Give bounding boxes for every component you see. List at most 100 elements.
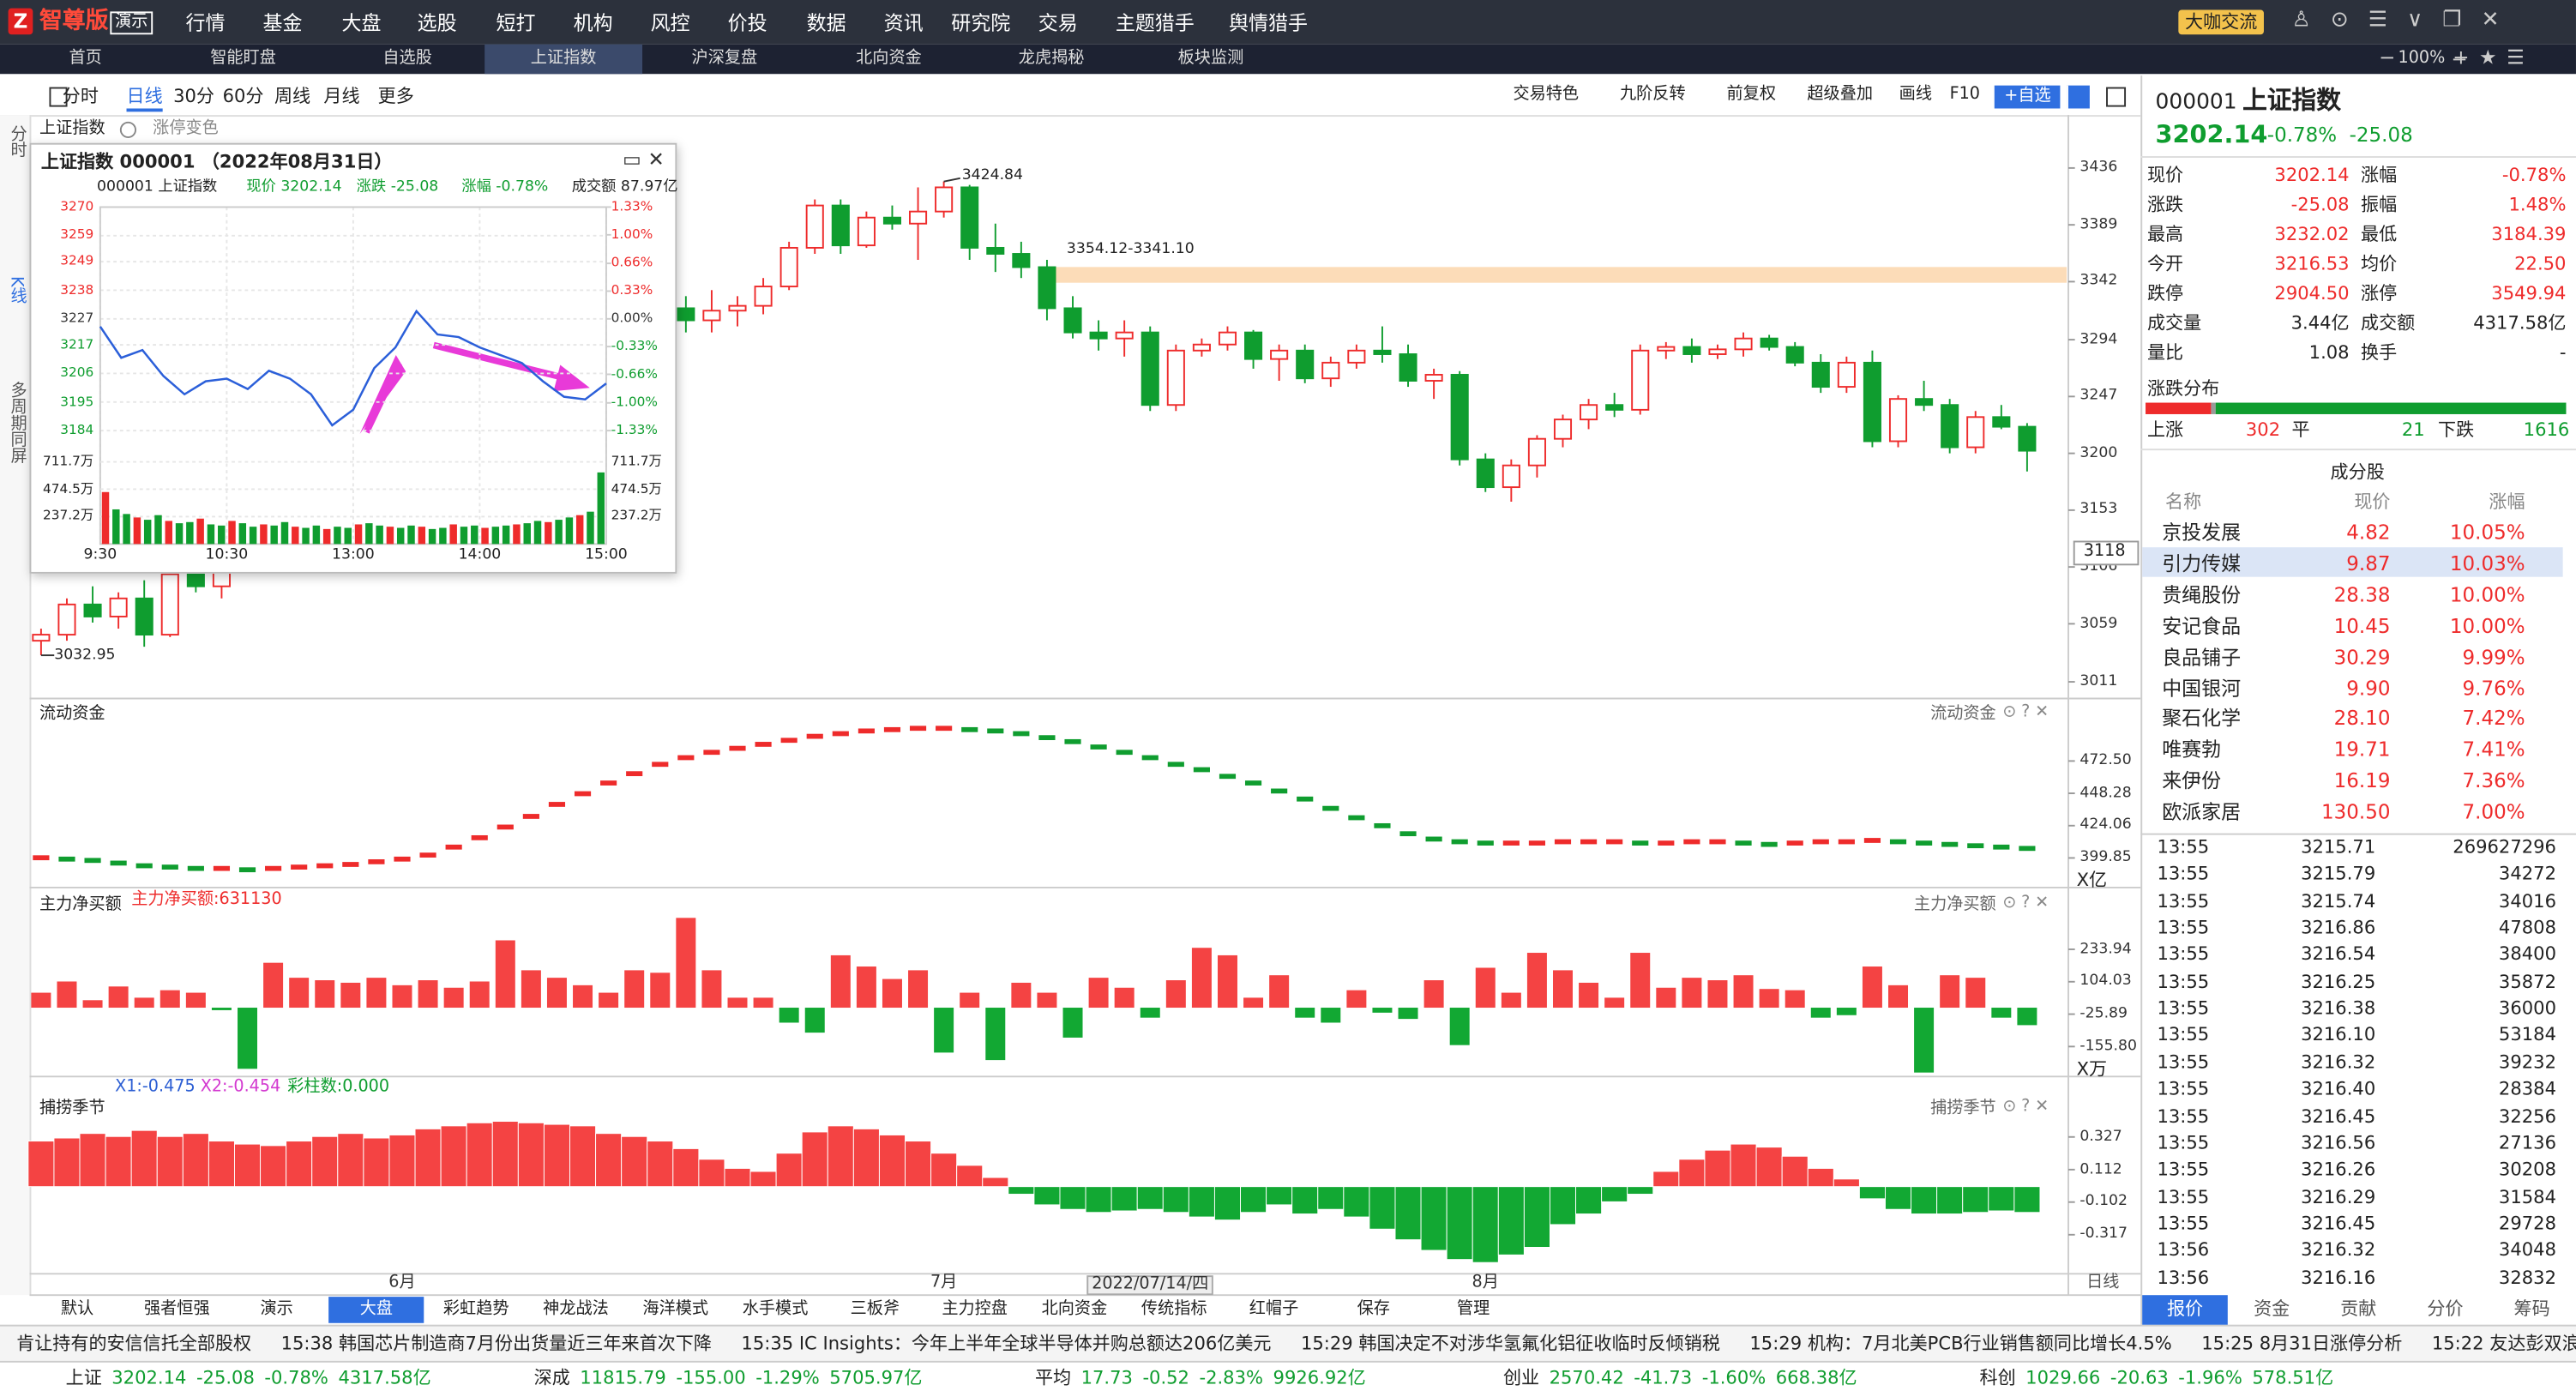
candle-body [1811,361,1830,388]
trade-price: 3216.86 [2301,917,2376,939]
panel-icons[interactable]: ⊙?✕ [2002,894,2054,912]
period-tab[interactable]: 日线 [126,87,163,112]
indicator-tab[interactable]: 神龙战法 [543,1299,609,1319]
menu-item[interactable]: 选股 [417,11,457,35]
flow-mark [883,726,901,732]
indicator-tab[interactable]: 演示 [260,1299,293,1319]
panel-tab[interactable]: 贡献 [2340,1298,2377,1320]
stock-price: 9.87 [2346,551,2391,575]
y-tick-label: 3436 [2079,160,2118,177]
stock-name[interactable]: 中国银河 [2162,676,2242,700]
period-tab[interactable]: 月线 [323,85,360,107]
toolbar-dropdown[interactable] [2067,85,2090,109]
news-item[interactable]: 15:29 韩国决定不对涉华氢氟化铝征收临时反倾销税 [1300,1333,1720,1355]
indicator-tab[interactable]: 北向资金 [1041,1299,1108,1319]
tool-button[interactable]: F10 [1949,85,1981,104]
bar [1652,1171,1680,1188]
indicator-tab[interactable]: 彩虹趋势 [442,1299,509,1319]
popup-controls[interactable]: ▭✕ [623,148,671,172]
tab-tools[interactable]: +★☰ [2453,45,2535,69]
tool-button[interactable]: 画线 [1899,85,1932,104]
tab[interactable]: 自选股 [382,49,432,68]
indicator-tab[interactable]: 主力控盘 [942,1299,1008,1319]
tool-button[interactable]: 交易特色 [1513,85,1580,104]
menu-item[interactable]: 舆情猎手 [1229,11,1308,35]
menu-item[interactable]: 资讯 [883,11,924,35]
news-item[interactable]: 15:25 8月31日涨停分析 [2201,1333,2403,1355]
menu-item[interactable]: 基金 [262,11,303,35]
zoom-minus[interactable]: − [2451,47,2468,71]
tool-button[interactable]: 超级叠加 [1807,85,1874,104]
menu-item[interactable]: 价投 [727,11,767,35]
panel-tab[interactable]: 筹码 [2513,1298,2550,1320]
panel-tab[interactable]: 资金 [2254,1298,2290,1320]
tab[interactable]: 龙虎揭秘 [1018,49,1085,68]
tool-button[interactable]: 前复权 [1726,85,1776,104]
side-tab[interactable]: K线 [6,275,25,304]
add-watch[interactable]: +自选 [1994,85,2061,109]
stock-name[interactable]: 良品铺子 [2162,645,2242,669]
layout-icon[interactable] [2106,87,2127,107]
stock-name[interactable]: 贵绳股份 [2162,582,2242,606]
bar [543,1123,570,1188]
panel-tab[interactable]: 报价 [2166,1298,2204,1320]
menu-item[interactable]: 短打 [496,11,536,35]
tab-minus[interactable]: − [2379,45,2396,69]
indicator-tab[interactable]: 保存 [1357,1299,1390,1319]
menu-item[interactable]: 大盘 [341,11,382,35]
stock-name[interactable]: 京投发展 [2162,521,2242,545]
stock-name[interactable]: 来伊份 [2162,769,2222,793]
stock-name[interactable]: 聚石化学 [2162,707,2242,731]
menu-item[interactable]: 风控 [650,11,690,35]
menu-item[interactable]: 行情 [185,11,226,35]
indicator-tab[interactable]: 水手模式 [742,1299,809,1319]
window-icons[interactable]: ♙⊙☰∨❐✕ [2291,8,2519,33]
period-tab[interactable]: 更多 [377,85,414,107]
menu-item[interactable]: 主题猎手 [1115,11,1195,35]
tab[interactable]: 北向资金 [856,49,922,68]
menu-item[interactable]: 研究院 [951,11,1011,35]
volume-bar [270,525,278,545]
indicator-tab[interactable]: 管理 [1456,1299,1490,1319]
logo[interactable]: Z [8,8,33,35]
indicator-tab[interactable]: 三板斧 [850,1299,900,1319]
indicator-tab[interactable]: 强者恒强 [143,1299,210,1319]
tab[interactable]: 智能盯盘 [210,49,276,68]
side-tab[interactable]: 分时 [6,124,25,158]
tab[interactable]: 沪深复盘 [691,49,758,68]
indicator-tab[interactable]: 传统指标 [1141,1299,1207,1319]
indicator-tab[interactable]: 红帽子 [1249,1299,1299,1319]
period-tab[interactable]: 分时 [62,85,99,107]
bar [779,1008,799,1023]
menu-item[interactable]: 机构 [573,11,613,35]
panel-tab[interactable]: 分价 [2427,1298,2464,1320]
period-tab[interactable]: 60分 [222,85,264,107]
indicator-tab[interactable]: 默认 [60,1299,94,1319]
indicator-tab[interactable]: 海洋模式 [642,1299,709,1319]
stock-name[interactable]: 引力传媒 [2162,551,2242,575]
stock-name[interactable]: 唯赛勃 [2162,738,2222,762]
stock-name[interactable]: 欧派家居 [2162,800,2242,824]
tool-button[interactable]: 九阶反转 [1619,85,1686,104]
news-item[interactable]: 15:35 IC Insights：今年上半年全球半导体并购总额达206亿美元 [741,1333,1272,1355]
period-tab[interactable]: 30分 [173,85,215,107]
period-tab[interactable]: 周线 [274,85,311,107]
stock-name[interactable]: 安记食品 [2162,614,2242,638]
side-tab[interactable]: 多周期同屏 [6,381,25,464]
candle-body [1682,346,1701,355]
menu-item[interactable]: 交易 [1038,11,1078,35]
news-item[interactable]: 肯让持有的安信信托全部股权 [16,1333,252,1355]
tab[interactable]: 板块监测 [1177,49,1244,68]
menu-item[interactable]: 数据 [806,11,846,35]
panel-icons[interactable]: ⊙?✕ [2002,703,2054,722]
volume-bar [597,472,605,545]
panel-icons[interactable]: ⊙?✕ [2002,1098,2054,1117]
bar [1213,1186,1242,1221]
news-item[interactable]: 15:38 韩国芯片制造商7月份出货量近三年来首次下降 [280,1333,712,1355]
news-item[interactable]: 15:29 机构：7月北美PCB行业销售额同比增长4.5% [1749,1333,2172,1355]
news-item[interactable]: 15:22 友达彭双浪： [2431,1333,2576,1355]
indicator-tab[interactable]: 大盘 [359,1299,394,1319]
tab[interactable]: 首页 [69,49,102,68]
tab[interactable]: 上证指数 [530,49,597,68]
top-button[interactable]: 大咖交流 [2178,9,2264,35]
